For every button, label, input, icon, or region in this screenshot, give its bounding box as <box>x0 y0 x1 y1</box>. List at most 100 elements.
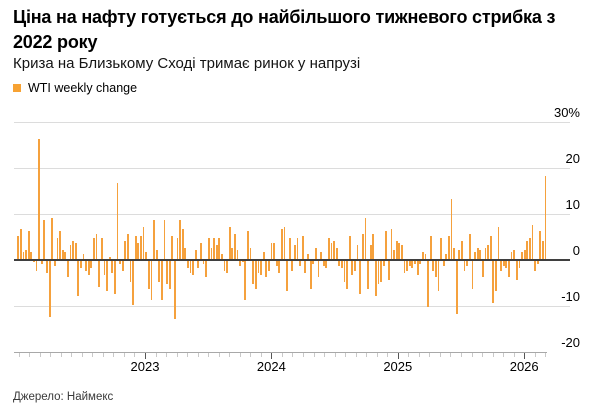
bar <box>541 240 544 259</box>
bar <box>427 261 429 308</box>
bar <box>173 261 176 319</box>
bar <box>158 261 161 282</box>
bar <box>489 236 492 259</box>
bar <box>476 247 479 259</box>
bar <box>429 236 432 259</box>
bar <box>356 245 359 259</box>
bar <box>301 236 304 259</box>
zero-baseline <box>14 259 570 261</box>
bar <box>53 261 56 266</box>
bar <box>33 261 35 262</box>
x-axis-month-tick <box>387 353 389 357</box>
x-axis-label: 2025 <box>383 359 413 374</box>
bar <box>466 261 469 266</box>
bar <box>398 242 401 259</box>
x-axis-month-tick <box>281 353 283 357</box>
x-axis-month-tick <box>50 353 52 357</box>
bar <box>95 233 98 259</box>
bar <box>205 261 208 278</box>
bar <box>333 240 335 259</box>
bar <box>395 240 398 259</box>
bar <box>338 261 341 266</box>
y-axis-label: 30% <box>553 105 580 120</box>
bar <box>322 261 325 266</box>
bar <box>207 238 210 259</box>
bar <box>317 261 320 278</box>
bar <box>518 261 521 269</box>
x-axis-month-tick <box>534 353 536 357</box>
x-axis-month-tick <box>113 353 115 357</box>
bar <box>534 261 536 271</box>
bar <box>38 139 41 259</box>
gridline <box>14 122 570 123</box>
bar <box>453 247 456 259</box>
x-axis-month-tick <box>429 353 431 357</box>
x-axis-label: 2023 <box>130 359 160 374</box>
bar <box>103 261 106 276</box>
bar <box>359 261 362 294</box>
x-axis-month-tick <box>292 353 294 357</box>
x-axis-month-tick <box>176 353 178 357</box>
x-axis-month-tick <box>503 353 505 357</box>
bar <box>100 238 103 259</box>
bar <box>304 261 307 273</box>
x-axis-month-tick <box>513 353 515 357</box>
bar <box>40 261 43 264</box>
bar <box>166 261 168 285</box>
bar <box>463 261 466 271</box>
x-axis-label: 2024 <box>256 359 286 374</box>
bar <box>401 245 403 259</box>
x-axis-month-tick <box>92 353 94 357</box>
gridline <box>14 306 570 307</box>
bar <box>22 252 25 259</box>
bar <box>314 247 317 259</box>
bar <box>294 245 296 259</box>
bar <box>343 261 346 282</box>
bar <box>249 247 252 259</box>
bar <box>262 252 265 259</box>
bar <box>25 249 28 259</box>
bar <box>69 245 72 259</box>
bar <box>346 261 349 289</box>
bar <box>544 176 547 259</box>
bar <box>210 247 213 259</box>
bar <box>239 261 242 266</box>
x-axis-month-tick <box>29 353 31 357</box>
x-axis-year-tick <box>397 353 399 359</box>
bar <box>283 226 286 259</box>
bar <box>215 245 218 259</box>
bar <box>142 226 145 259</box>
bar <box>458 249 461 259</box>
bar <box>176 238 179 259</box>
bar <box>296 238 299 259</box>
bar <box>168 261 171 289</box>
x-axis-year-tick <box>271 353 273 359</box>
x-axis-month-tick <box>345 353 347 357</box>
bar <box>445 254 448 259</box>
bar <box>155 249 158 259</box>
bar <box>408 261 411 266</box>
x-axis-month-tick <box>492 353 494 357</box>
x-axis-month-tick <box>187 353 189 357</box>
gridline <box>14 214 570 215</box>
bar <box>468 233 471 259</box>
bar <box>56 238 59 259</box>
bar <box>390 229 393 259</box>
bar <box>64 252 67 259</box>
bar <box>388 261 390 280</box>
bar <box>267 261 270 271</box>
bar <box>497 226 500 259</box>
bar <box>341 261 343 269</box>
bar <box>27 231 30 259</box>
x-axis-label: 2026 <box>509 359 539 374</box>
bar <box>116 183 119 259</box>
bar <box>275 261 278 266</box>
bar <box>220 254 223 259</box>
x-axis-month-tick <box>471 353 473 357</box>
bar <box>93 238 95 259</box>
bar <box>377 261 380 285</box>
bar <box>372 233 375 259</box>
bar <box>51 217 54 259</box>
bar <box>448 236 450 259</box>
bar <box>299 261 302 266</box>
